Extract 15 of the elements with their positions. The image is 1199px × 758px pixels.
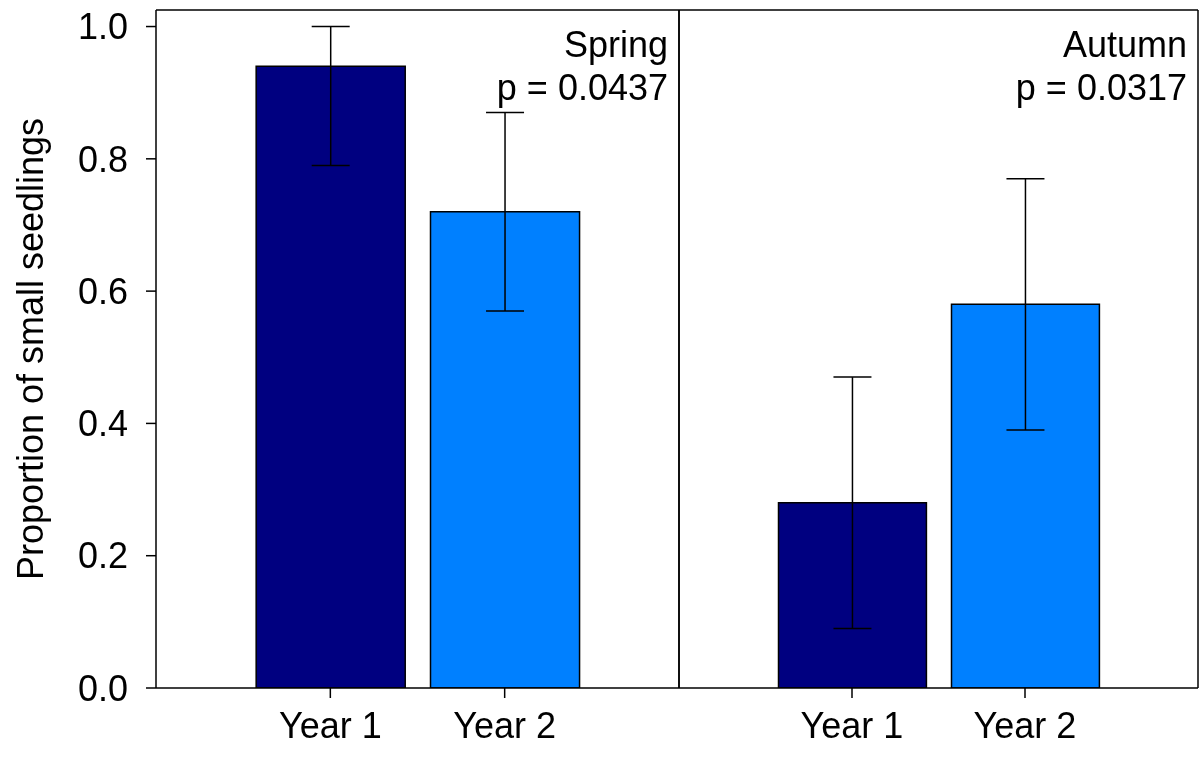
- annotation: Autumn: [1062, 24, 1187, 65]
- annotation: Spring: [563, 24, 668, 65]
- y-tick-label: 0.8: [77, 138, 128, 180]
- x-tick-label: Year 1: [278, 704, 382, 746]
- y-tick-label: 0.6: [77, 270, 128, 312]
- y-tick-label: 1.0: [77, 6, 128, 48]
- x-tick-label: Year 1: [800, 704, 904, 746]
- y-tick-label: 0.0: [77, 667, 128, 709]
- annotation: p = 0.0317: [1015, 67, 1187, 108]
- x-tick-label: Year 2: [973, 704, 1077, 746]
- y-axis-title: Proportion of small seedlings: [9, 117, 51, 581]
- annotation: p = 0.0437: [496, 67, 668, 108]
- x-tick-label: Year 2: [453, 704, 557, 746]
- y-tick-label: 0.4: [77, 403, 128, 445]
- y-tick-label: 0.2: [77, 535, 128, 577]
